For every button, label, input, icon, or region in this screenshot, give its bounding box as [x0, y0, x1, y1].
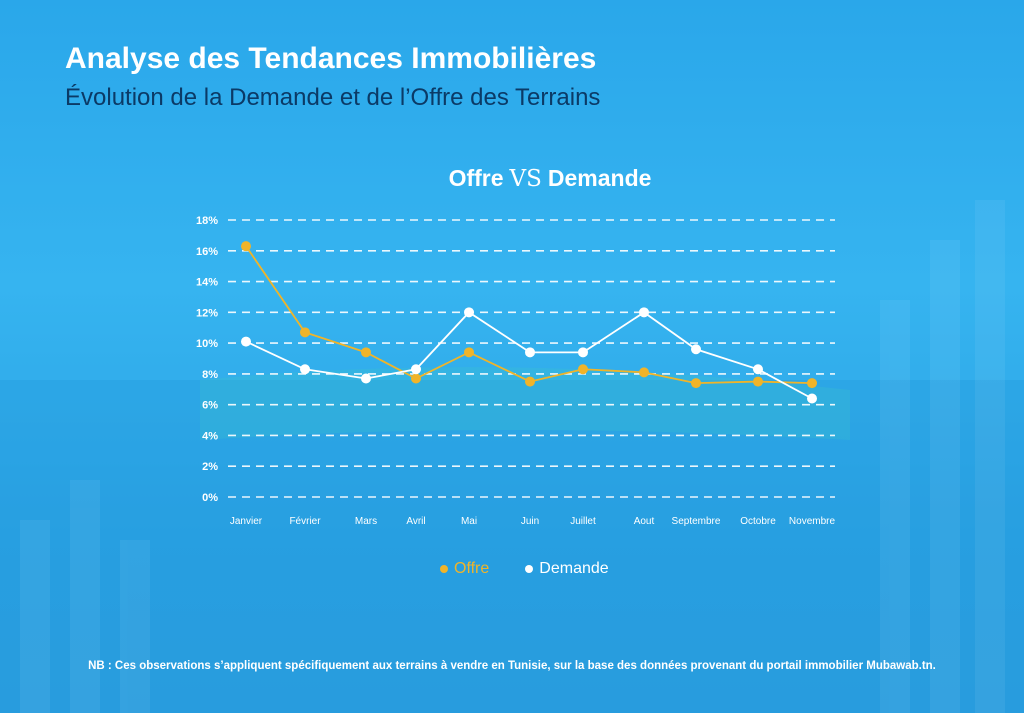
- x-tick-label: Septembre: [672, 516, 721, 527]
- footnote: NB : Ces observations s’appliquent spéci…: [88, 660, 936, 672]
- demande-dot-icon: [525, 565, 534, 573]
- y-tick-label: 4%: [202, 430, 218, 442]
- y-tick-label: 2%: [202, 461, 218, 473]
- data-point-offre: [753, 376, 763, 387]
- page-title: Analyse des Tendances Immobilières: [65, 42, 597, 75]
- data-point-demande: [578, 347, 588, 358]
- x-tick-label: Juillet: [570, 516, 596, 527]
- page-subtitle: Évolution de la Demande et de l’Offre de…: [65, 84, 601, 111]
- x-tick-label: Avril: [406, 516, 425, 527]
- data-point-offre: [361, 347, 371, 358]
- y-tick-label: 0%: [202, 492, 218, 504]
- chart-title-vs: VS: [509, 166, 542, 192]
- data-point-offre: [411, 373, 421, 384]
- data-point-demande: [241, 336, 251, 347]
- y-tick-label: 8%: [202, 369, 218, 381]
- data-point-offre: [241, 241, 251, 252]
- x-tick-label: Octobre: [740, 516, 776, 527]
- data-point-demande: [464, 307, 474, 318]
- x-tick-label: Janvier: [230, 516, 263, 527]
- data-point-demande: [691, 344, 701, 355]
- y-tick-label: 16%: [196, 246, 218, 258]
- legend-label-offre: Offre: [454, 560, 490, 577]
- data-point-demande: [807, 393, 817, 404]
- data-point-demande: [753, 364, 763, 375]
- data-point-demande: [411, 364, 421, 375]
- series-line-offre: [245, 245, 813, 385]
- chart-title-offre: Offre: [448, 165, 504, 191]
- y-tick-label: 12%: [196, 307, 218, 319]
- data-point-offre: [578, 364, 588, 375]
- data-point-demande: [300, 364, 310, 375]
- chart-title: Offre VS Demande: [0, 165, 1024, 192]
- data-point-demande: [361, 373, 371, 384]
- data-point-offre: [525, 376, 535, 387]
- data-point-offre: [464, 347, 474, 358]
- x-tick-label: Mai: [461, 516, 477, 527]
- x-tick-label: Juin: [521, 516, 539, 527]
- y-tick-label: 18%: [196, 215, 218, 227]
- legend-label-demande: Demande: [539, 560, 609, 577]
- x-tick-label: Aout: [634, 516, 655, 527]
- data-point-demande: [639, 307, 649, 318]
- x-tick-label: Novembre: [789, 516, 836, 527]
- data-point-offre: [691, 378, 701, 389]
- legend-item-offre: Offre: [440, 560, 489, 578]
- y-tick-label: 14%: [196, 277, 218, 289]
- offre-dot-icon: [440, 565, 448, 573]
- x-tick-label: Mars: [355, 516, 377, 527]
- data-point-demande: [525, 347, 535, 358]
- chart-title-demande: Demande: [547, 165, 652, 191]
- data-point-offre: [300, 327, 310, 338]
- legend-item-demande: Demande: [525, 560, 609, 578]
- data-point-offre: [639, 367, 649, 378]
- x-tick-label: Février: [289, 516, 321, 527]
- y-tick-label: 6%: [202, 400, 218, 412]
- data-point-offre: [807, 378, 817, 389]
- legend: Offre Demande: [440, 560, 609, 578]
- y-tick-label: 10%: [196, 338, 218, 350]
